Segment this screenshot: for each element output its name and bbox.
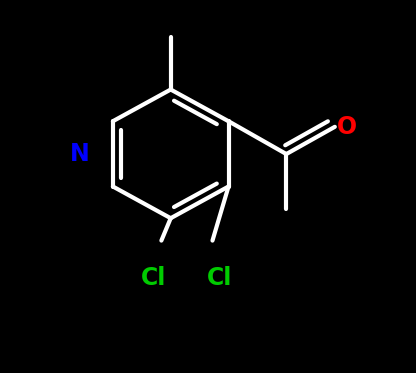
Text: Cl: Cl xyxy=(206,266,232,290)
Text: Cl: Cl xyxy=(141,266,166,290)
Text: O: O xyxy=(337,115,357,139)
Text: N: N xyxy=(69,142,89,166)
